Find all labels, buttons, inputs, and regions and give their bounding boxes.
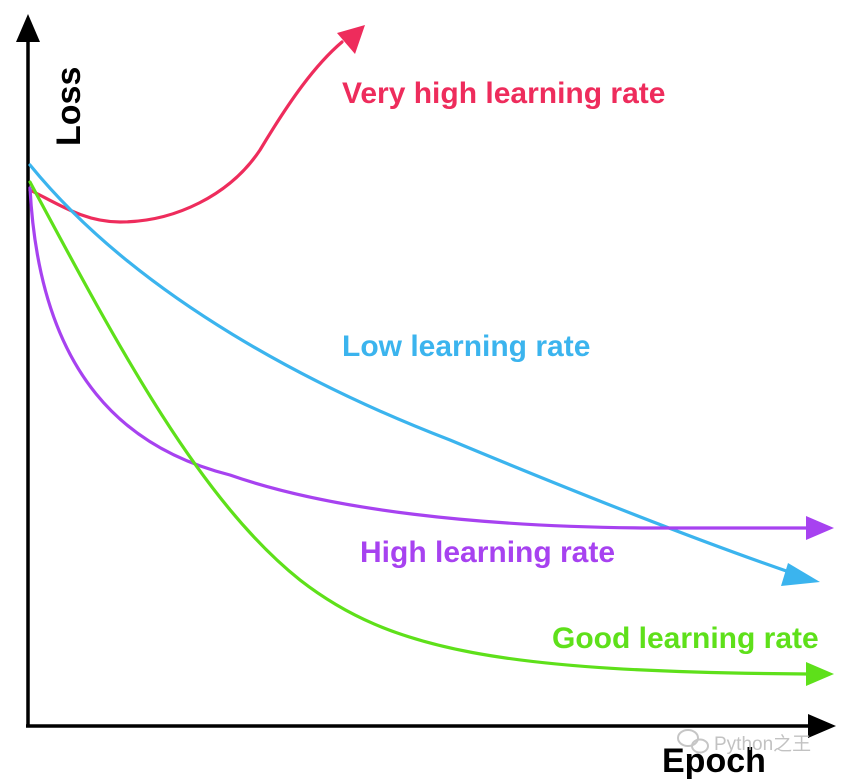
curve-very-high-arrowhead — [337, 25, 365, 54]
y-axis-arrowhead — [16, 14, 40, 42]
curve-very-high-label: Very high learning rate — [342, 77, 665, 110]
curve-high-line — [28, 186, 810, 530]
curve-good: Good learning rate — [28, 180, 834, 686]
curve-low-line — [28, 163, 797, 576]
curve-very-high: Very high learning rate — [28, 25, 665, 224]
curve-good-label: Good learning rate — [552, 622, 819, 655]
curve-good-arrowhead — [806, 662, 834, 686]
curve-high: High learning rate — [28, 186, 834, 569]
curve-good-line — [28, 180, 810, 676]
curve-low-arrowhead — [781, 563, 820, 586]
curve-high-label: High learning rate — [360, 536, 615, 569]
x-axis-arrowhead — [808, 714, 836, 738]
axes: Loss Epoch — [16, 14, 836, 780]
curve-very-high-line — [28, 40, 344, 224]
wechat-icon — [677, 729, 709, 754]
curve-low-label: Low learning rate — [342, 330, 590, 363]
y-axis-label: Loss — [50, 67, 88, 146]
watermark-text: Python之王 — [714, 733, 811, 755]
curve-high-arrowhead — [806, 516, 834, 540]
watermark: Python之王 — [677, 729, 811, 755]
x-axis-label: Epoch — [662, 742, 766, 780]
curve-low: Low learning rate — [28, 163, 820, 586]
